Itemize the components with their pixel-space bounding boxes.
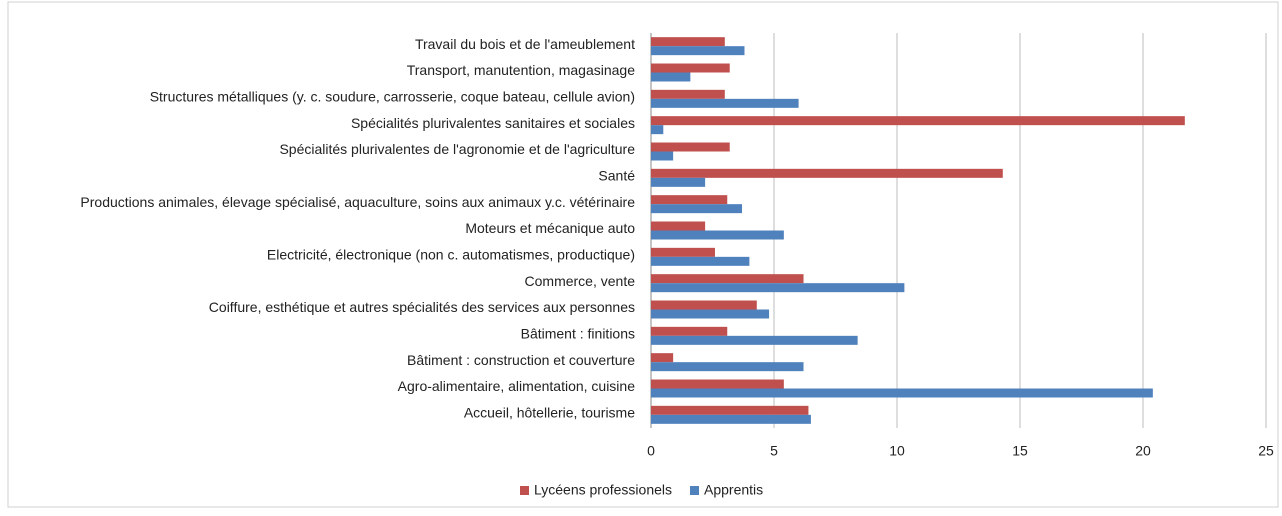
y-tick-label: Bâtiment : finitions <box>521 326 635 342</box>
x-tick-label: 5 <box>770 443 778 459</box>
legend-label: Lycéens professionels <box>534 482 672 498</box>
bar <box>651 204 743 214</box>
y-tick-label: Coiffure, esthétique et autres spécialit… <box>209 299 635 315</box>
y-tick-label: Transport, manutention, magasinage <box>407 62 635 78</box>
bar <box>651 362 804 372</box>
bar <box>651 221 706 231</box>
y-tick-label: Bâtiment : construction et couverture <box>407 352 635 368</box>
y-tick-label: Travail du bois et de l'ameublement <box>415 36 635 52</box>
y-tick-label: Accueil, hôtellerie, tourisme <box>464 405 635 421</box>
y-tick-label: Productions animales, élevage spécialisé… <box>80 194 635 210</box>
bar <box>651 63 730 73</box>
bar <box>651 247 715 257</box>
bar <box>651 388 1153 398</box>
chart-frame <box>7 1 1279 508</box>
bar <box>651 283 905 293</box>
bar <box>651 168 1003 178</box>
y-tick-label: Electricité, électronique (non c. automa… <box>267 247 635 263</box>
bar <box>651 89 725 99</box>
bar <box>651 72 691 82</box>
y-tick-label: Spécialités plurivalentes sanitaires et … <box>351 115 635 131</box>
bar <box>651 151 674 161</box>
y-tick-label: Structures métalliques (y. c. soudure, c… <box>150 89 635 105</box>
bar <box>651 177 706 187</box>
legend-swatch <box>690 486 700 495</box>
bar <box>651 414 811 424</box>
bar <box>651 195 728 205</box>
y-tick-label: Agro-alimentaire, alimentation, cuisine <box>398 378 636 394</box>
bar <box>651 335 858 345</box>
x-tick-label: 15 <box>1012 443 1028 459</box>
y-tick-label: Moteurs et mécanique auto <box>465 220 635 236</box>
bar <box>651 116 1185 126</box>
x-tick-label: 20 <box>1135 443 1151 459</box>
bar <box>651 300 757 310</box>
x-tick-label: 25 <box>1258 443 1274 459</box>
x-tick-label: 0 <box>647 443 655 459</box>
legend-label: Apprentis <box>704 482 763 498</box>
bar <box>651 309 770 319</box>
y-tick-label: Commerce, vente <box>525 273 636 289</box>
bar <box>651 353 674 363</box>
bar <box>651 230 784 240</box>
bar <box>651 379 784 389</box>
y-tick-label: Santé <box>598 168 635 184</box>
y-tick-label: Spécialités plurivalentes de l'agronomie… <box>279 141 635 157</box>
bar <box>651 125 664 135</box>
bar <box>651 142 730 152</box>
bar <box>651 326 728 336</box>
legend-swatch <box>520 486 529 495</box>
bar <box>651 256 750 266</box>
x-tick-label: 10 <box>889 443 905 459</box>
bar <box>651 37 725 47</box>
bar <box>651 46 745 56</box>
bar <box>651 98 799 108</box>
bar <box>651 405 809 415</box>
bar <box>651 274 804 284</box>
